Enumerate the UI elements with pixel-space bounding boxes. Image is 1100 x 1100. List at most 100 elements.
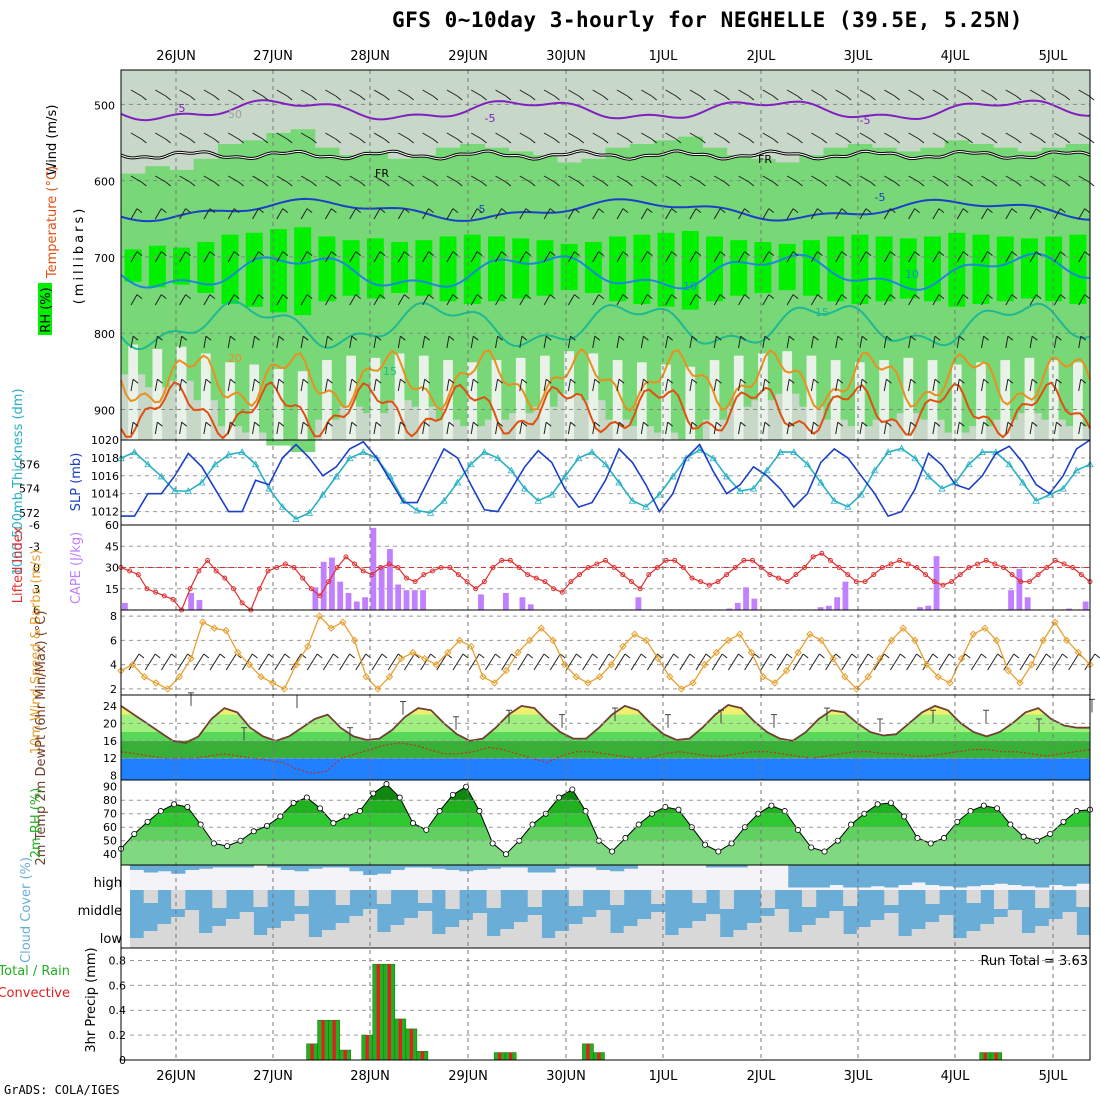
wind-barb-flag (715, 378, 722, 384)
rh-dry-wedge (636, 362, 647, 440)
wind-barb-flag (456, 138, 463, 144)
wind-barb-flag (160, 208, 167, 213)
thickness-line-marker (1005, 460, 1013, 468)
wind-barb-flag (400, 421, 406, 427)
x-date-label-top: 2JUL (747, 49, 777, 64)
wind10m-point (327, 624, 335, 632)
wind-barb (859, 422, 863, 435)
wind10m-point (409, 648, 417, 657)
cloud-low-bar (568, 924, 584, 948)
precip-convective-bar (994, 1052, 998, 1060)
cape-bar (817, 607, 824, 610)
wind-barb (981, 175, 993, 183)
lifted-index-point (966, 565, 972, 570)
wind-barb-flag (870, 95, 876, 101)
wind-barb-flag (331, 294, 337, 299)
lifted-index-point (793, 572, 799, 578)
cloud-low-bar (130, 938, 145, 948)
lifted-index-point (404, 575, 410, 581)
lifted-index-point (144, 586, 150, 592)
wind10m-barb (225, 653, 237, 671)
wind-barb-flag (306, 251, 313, 256)
wind-barb (835, 251, 843, 263)
cloud-low-bar (664, 935, 680, 948)
wind-barb (179, 379, 183, 392)
lifted-index-point (905, 561, 911, 567)
lifted-index-point (525, 572, 531, 578)
wind-barb (641, 132, 652, 140)
rh2m-point (715, 848, 722, 855)
cloud-high-bar (952, 865, 968, 888)
thickness-line-marker (817, 478, 825, 486)
rh2m-point (423, 826, 430, 833)
wind-barb-flag (768, 208, 775, 213)
wind-barb-flag (724, 181, 730, 187)
rh-strong-band (1045, 236, 1063, 302)
thickness-line-marker (144, 460, 152, 468)
wind-barb (567, 294, 575, 306)
wind-barb (713, 251, 721, 263)
thickness-line-marker (884, 448, 892, 456)
cloud-mid-gap (651, 890, 666, 904)
cloud-low-bar (719, 937, 734, 948)
rh2m-point (529, 821, 536, 828)
wind10m-barb-flag (997, 653, 1003, 659)
wind-barb-flag (359, 95, 366, 101)
wind-barb (1029, 132, 1041, 140)
rh-strong-band (221, 234, 239, 305)
wind10m-barb-flag (754, 653, 760, 659)
wind10m-barb (582, 653, 594, 671)
cloud-low-bar (184, 910, 200, 948)
wind-barb (470, 175, 482, 183)
wind-barb (956, 175, 968, 183)
thickness-line-marker (790, 448, 798, 456)
thickness-line-marker (494, 454, 502, 462)
wind-barb (325, 132, 337, 140)
wind-barb (592, 379, 596, 392)
wind-barb-flag (233, 251, 240, 256)
wind10m-barb (906, 653, 918, 671)
thickness-line-marker (844, 502, 852, 510)
wind-barb-flag (456, 95, 463, 101)
wind10m-barb (452, 653, 464, 671)
wind-barb (373, 336, 377, 349)
cloud-mid-gap (994, 890, 1009, 909)
rh-strong-band (996, 236, 1014, 302)
wind-barb (908, 379, 912, 392)
wind-barb (1029, 379, 1033, 392)
wind-barb (227, 132, 239, 140)
wind-barb (859, 175, 871, 183)
wind-barb (446, 294, 454, 306)
wind-barb-flag (286, 181, 293, 187)
wind-barb-flag (942, 95, 949, 101)
thickness-line-marker (265, 484, 273, 492)
wind10m-point (128, 660, 137, 669)
thickness-line-marker (857, 490, 865, 498)
wind-barb (859, 89, 871, 97)
x-date-label-top: 3JUL (844, 49, 874, 64)
lifted-tick-label: -6 (29, 519, 40, 532)
wind-barb (1005, 294, 1013, 306)
wind-barb (349, 294, 357, 306)
wind-barb (908, 251, 916, 263)
wind-barb (738, 175, 750, 183)
wind-barb-flag (594, 421, 601, 427)
rh-dry-wedge (1048, 360, 1059, 440)
wind-barb (1029, 336, 1033, 349)
wind-barb-flag (282, 208, 289, 213)
x-date-label-top: 28JUN (350, 49, 390, 64)
wind-barb (324, 208, 332, 220)
wind-barb-flag (910, 421, 916, 427)
wind10m-point (152, 679, 160, 687)
wind-barb-flag (788, 421, 795, 427)
rh-strong-band (972, 234, 990, 305)
cloud-low-bar (582, 917, 597, 948)
wind-barb-flag (549, 251, 556, 256)
wind-barb-flag (1040, 181, 1046, 187)
cloud-mid-gap (212, 890, 227, 908)
wind-barb-flag (651, 95, 658, 101)
wind10m-point (420, 654, 429, 663)
cloud-high-bar (459, 865, 474, 872)
wind-barb (179, 175, 191, 183)
wind10m-barb-flag (948, 653, 955, 659)
